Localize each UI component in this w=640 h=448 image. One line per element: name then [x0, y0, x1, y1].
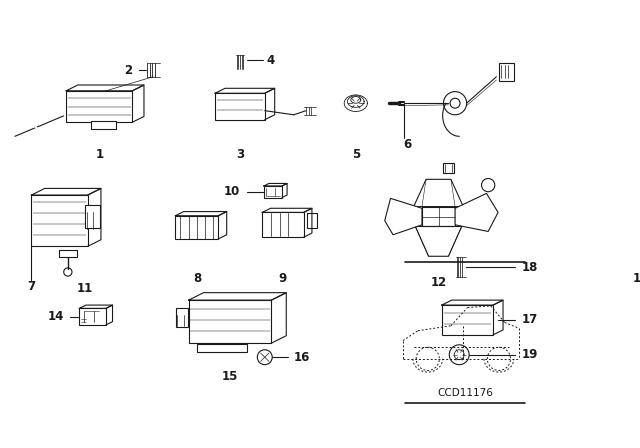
- Text: 15: 15: [222, 370, 238, 383]
- Text: 7: 7: [28, 280, 35, 293]
- Bar: [197, 344, 246, 352]
- Bar: [264, 186, 282, 198]
- Bar: [610, 214, 620, 229]
- Text: 4: 4: [266, 54, 275, 67]
- Text: 14: 14: [47, 310, 64, 323]
- Bar: [91, 121, 116, 129]
- Text: 5: 5: [351, 148, 360, 161]
- Bar: [215, 93, 265, 120]
- Bar: [176, 308, 188, 327]
- Text: 8: 8: [193, 272, 201, 285]
- Bar: [443, 163, 454, 172]
- Circle shape: [449, 345, 469, 365]
- Bar: [621, 212, 640, 237]
- Text: 9: 9: [279, 272, 287, 285]
- Text: 17: 17: [521, 314, 538, 327]
- Bar: [442, 305, 493, 335]
- Polygon shape: [385, 198, 422, 235]
- Polygon shape: [455, 194, 498, 232]
- Bar: [59, 250, 77, 257]
- Text: 2: 2: [124, 64, 132, 77]
- Text: 19: 19: [521, 348, 538, 361]
- Text: CCD11176: CCD11176: [437, 388, 493, 398]
- Polygon shape: [413, 179, 463, 207]
- Bar: [262, 212, 303, 237]
- Text: 18: 18: [521, 261, 538, 274]
- Circle shape: [444, 92, 467, 115]
- Text: 10: 10: [224, 185, 240, 198]
- Text: 11: 11: [76, 282, 93, 295]
- Bar: [85, 205, 100, 228]
- Text: 12: 12: [430, 276, 447, 289]
- Bar: [31, 195, 88, 246]
- Bar: [189, 300, 271, 343]
- Text: 1: 1: [95, 148, 103, 161]
- Bar: [499, 63, 514, 81]
- Bar: [422, 206, 455, 227]
- Text: 13: 13: [633, 272, 640, 285]
- Bar: [79, 308, 106, 325]
- Bar: [175, 216, 218, 239]
- Circle shape: [481, 178, 495, 192]
- Polygon shape: [415, 227, 461, 256]
- Bar: [307, 213, 317, 228]
- Text: 3: 3: [236, 148, 244, 161]
- Bar: [66, 91, 132, 122]
- Text: 16: 16: [294, 351, 310, 364]
- Text: 6: 6: [403, 138, 411, 151]
